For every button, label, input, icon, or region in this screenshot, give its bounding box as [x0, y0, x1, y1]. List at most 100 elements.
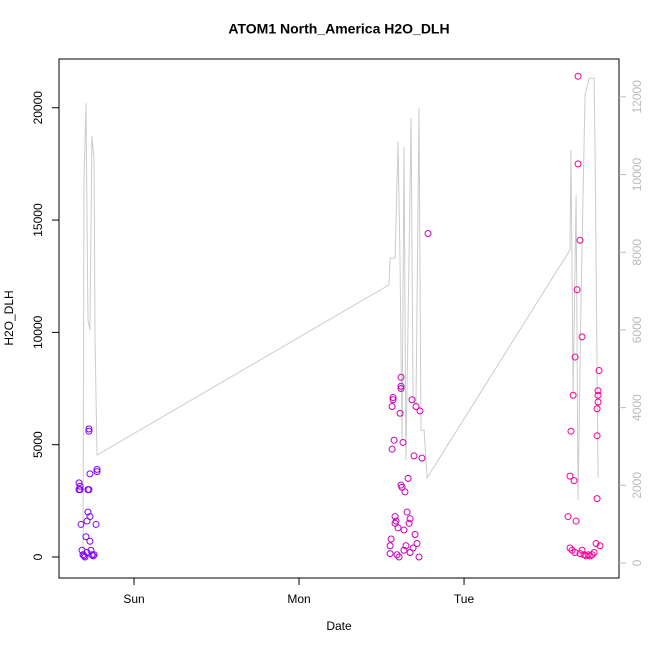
y-axis-label: H2O_DLH: [2, 290, 16, 345]
point: [389, 394, 397, 402]
y2-tick-label: 4000: [630, 394, 644, 421]
chart-title: ATOM1 North_America H2O_DLH: [228, 21, 449, 37]
point: [394, 524, 402, 532]
point: [574, 160, 582, 168]
point: [403, 508, 411, 516]
point: [570, 477, 578, 485]
point: [596, 542, 604, 550]
y2-tick-label: 10000: [630, 158, 644, 192]
point: [593, 405, 601, 413]
point: [408, 396, 416, 404]
point: [397, 382, 405, 390]
point: [82, 533, 90, 541]
point: [578, 333, 586, 341]
point: [386, 550, 394, 558]
point: [566, 472, 574, 480]
y2-tick-label: 6000: [630, 316, 644, 343]
point: [79, 551, 87, 559]
point: [400, 546, 408, 554]
point: [93, 468, 101, 476]
point: [406, 515, 414, 523]
point: [83, 549, 91, 557]
point: [573, 286, 581, 294]
point: [418, 454, 426, 462]
y2-tick-label: 2000: [630, 472, 644, 499]
x-tick-label: Mon: [287, 592, 310, 606]
point: [396, 409, 404, 417]
point: [412, 402, 420, 410]
point: [578, 546, 586, 554]
point: [574, 72, 582, 80]
x-tick-label: Tue: [454, 592, 475, 606]
point: [424, 230, 432, 238]
point: [401, 488, 409, 496]
point: [594, 387, 602, 395]
point: [400, 526, 408, 534]
point: [76, 482, 84, 490]
point: [576, 550, 584, 558]
point: [593, 495, 601, 503]
point: [85, 486, 93, 494]
point: [404, 474, 412, 482]
point: [399, 438, 407, 446]
point: [397, 385, 405, 393]
y-tick-label: 20000: [31, 91, 45, 125]
point: [594, 391, 602, 399]
point: [85, 425, 93, 433]
plot-box: [58, 58, 620, 579]
point: [564, 513, 572, 521]
point: [391, 513, 399, 521]
point: [594, 398, 602, 406]
point: [392, 517, 400, 525]
point: [566, 544, 574, 552]
x-axis-label: Date: [326, 619, 352, 633]
point: [75, 479, 83, 487]
point: [387, 535, 395, 543]
y-tick-label: 5000: [31, 431, 45, 458]
point: [85, 427, 93, 435]
y2-tick-label: 12000: [630, 80, 644, 114]
point: [84, 508, 92, 516]
y-tick-label: 0: [31, 553, 45, 560]
point: [567, 427, 575, 435]
point: [584, 551, 592, 559]
point: [406, 549, 414, 557]
point: [389, 396, 397, 404]
point: [588, 551, 596, 559]
point: [572, 517, 580, 525]
point: [569, 391, 577, 399]
point: [390, 436, 398, 444]
point: [402, 542, 410, 550]
point: [395, 553, 403, 561]
point: [393, 551, 401, 559]
point: [89, 552, 97, 560]
point: [405, 519, 413, 527]
point: [411, 531, 419, 539]
y2-tick-label: 8000: [630, 239, 644, 266]
point: [388, 402, 396, 410]
point: [576, 236, 584, 244]
point: [415, 553, 423, 561]
point: [590, 549, 598, 557]
y2-tick-label: 0: [630, 559, 644, 566]
point: [416, 407, 424, 415]
point: [92, 520, 100, 528]
point: [90, 551, 98, 559]
point: [592, 540, 600, 548]
point: [76, 486, 84, 494]
y-tick-label: 10000: [31, 315, 45, 349]
point: [77, 520, 85, 528]
point: [86, 537, 94, 545]
point: [593, 432, 601, 440]
point: [86, 513, 94, 521]
point: [86, 470, 94, 478]
point: [595, 367, 603, 375]
x-tick-label: Sun: [123, 592, 144, 606]
point: [397, 373, 405, 381]
point: [571, 549, 579, 557]
point: [413, 540, 421, 548]
point: [410, 452, 418, 460]
point: [386, 542, 394, 550]
point: [93, 465, 101, 473]
